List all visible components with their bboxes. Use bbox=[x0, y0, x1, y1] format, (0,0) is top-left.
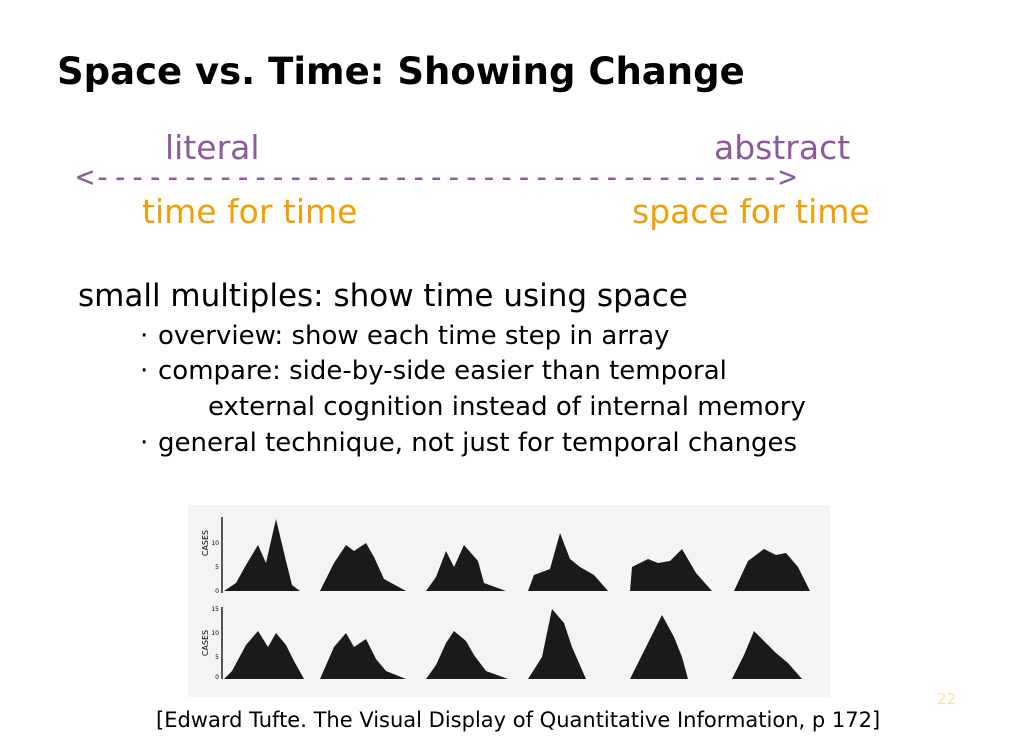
panel-shape bbox=[426, 631, 508, 679]
section-heading: small multiples: show time using space bbox=[78, 278, 688, 314]
panel-row-top bbox=[224, 519, 810, 591]
tick-label: 0 bbox=[215, 588, 219, 595]
small-multiples-graphic: CASES CASES 10 5 0 15 10 5 0 bbox=[201, 517, 810, 681]
panel-shape bbox=[320, 633, 406, 679]
panel-shape bbox=[224, 519, 300, 591]
label-space-for-time: space for time bbox=[632, 192, 870, 231]
sub-bullet-item: external cognition instead of internal m… bbox=[208, 392, 806, 422]
tick-label: 10 bbox=[211, 540, 219, 547]
axis-label-top: CASES bbox=[201, 530, 210, 556]
bullet-text: general technique, not just for temporal… bbox=[158, 428, 798, 458]
bullet-marker: · bbox=[140, 321, 149, 351]
panel-shape bbox=[732, 631, 802, 679]
bullet-item: · compare: side-by-side easier than tempo… bbox=[140, 356, 727, 386]
label-literal: literal bbox=[165, 128, 260, 167]
tick-label: 5 bbox=[215, 564, 219, 571]
panel-shape bbox=[734, 549, 810, 591]
panel-shape bbox=[224, 631, 304, 679]
slide-title: Space vs. Time: Showing Change bbox=[57, 50, 745, 93]
small-multiples-figure: CASES CASES 10 5 0 15 10 5 0 bbox=[188, 505, 830, 697]
tick-label: 5 bbox=[215, 654, 219, 661]
panel-shape bbox=[528, 609, 586, 679]
axis-label-bottom: CASES bbox=[201, 630, 210, 656]
page-number: 22 bbox=[937, 690, 957, 708]
bullet-text: external cognition instead of internal m… bbox=[208, 392, 806, 422]
panel-row-bottom bbox=[224, 609, 802, 679]
panel-shape bbox=[528, 533, 608, 591]
panel-shape bbox=[320, 543, 406, 591]
spectrum-arrow: <---------------------------------------… bbox=[76, 160, 797, 195]
bullet-text: overview: show each time step in array bbox=[158, 321, 670, 351]
panel-shape bbox=[630, 549, 712, 591]
tick-label: 0 bbox=[215, 674, 219, 681]
bullet-marker: · bbox=[140, 428, 149, 458]
label-time-for-time: time for time bbox=[142, 192, 358, 231]
panel-shape bbox=[630, 615, 688, 679]
bullet-item: · overview: show each time step in array bbox=[140, 321, 670, 351]
bullet-item: · general technique, not just for tempora… bbox=[140, 428, 797, 458]
panel-shape bbox=[426, 545, 506, 591]
tick-label: 15 bbox=[211, 606, 219, 613]
bullet-text: compare: side-by-side easier than tempor… bbox=[158, 356, 727, 386]
citation-caption: [Edward Tufte. The Visual Display of Qua… bbox=[156, 708, 881, 732]
tick-label: 10 bbox=[211, 630, 219, 637]
label-abstract: abstract bbox=[714, 128, 851, 167]
bullet-marker: · bbox=[140, 356, 149, 386]
